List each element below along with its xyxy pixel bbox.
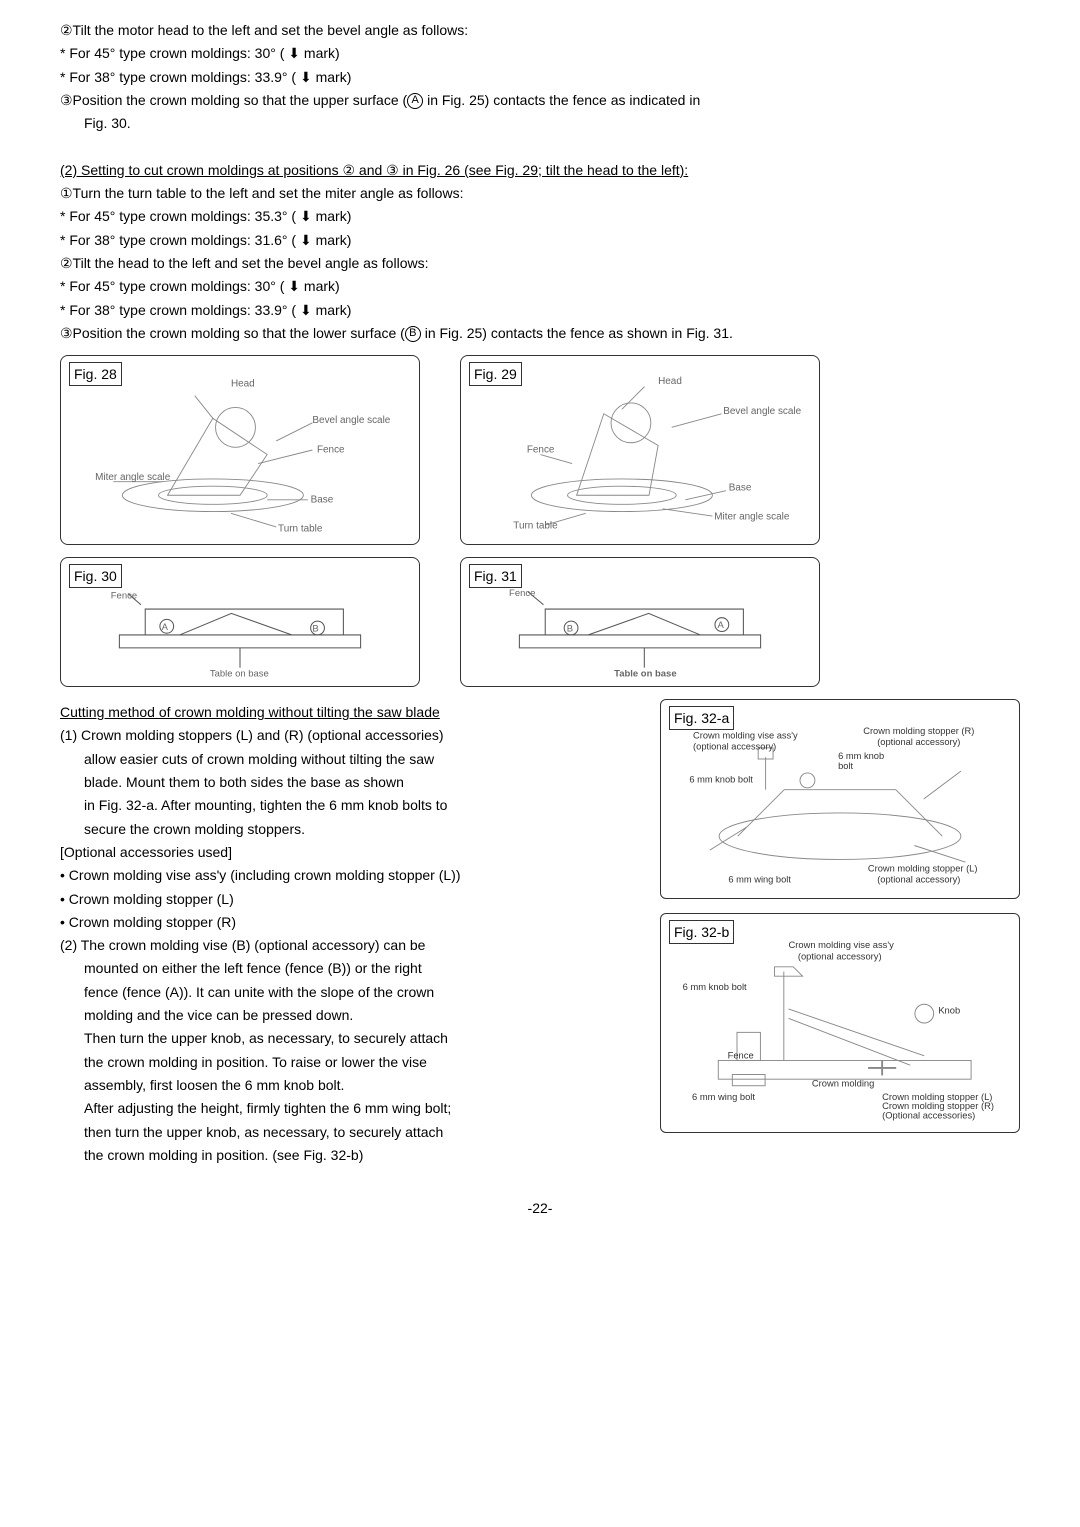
intro-3b: in Fig. 25) contacts the fence as indica…: [423, 92, 700, 108]
figure-28: Fig. 28 Head Bevel angle scale Fence Mit…: [60, 355, 420, 545]
fig30-b: B: [312, 624, 318, 635]
fig28-base: Base: [311, 495, 334, 506]
fig31-a: A: [718, 620, 725, 631]
s2-step2b: * For 38° type crown moldings: 33.9° ( ⬇…: [60, 300, 1020, 320]
fig32a-opt2: (optional accessory): [877, 737, 960, 747]
cut-p2d: molding and the vice can be pressed down…: [60, 1005, 636, 1025]
fig32a-opt1: (optional accessory): [693, 742, 776, 752]
cut-p2c: fence (fence (A)). It can unite with the…: [60, 982, 636, 1002]
intro-38: * For 38° type crown moldings: 33.9° ( ⬇…: [60, 67, 1020, 87]
fig31-label: Fig. 31: [469, 564, 522, 588]
fig29-base: Base: [729, 483, 752, 494]
fig32a-knobbolt: 6 mm knob bolt: [689, 774, 753, 784]
fig30-a: A: [162, 622, 169, 633]
fig32a-wing: 6 mm wing bolt: [728, 875, 791, 885]
cut-p2g: assembly, first loosen the 6 mm knob bol…: [60, 1075, 636, 1095]
fig29-label: Fig. 29: [469, 362, 522, 386]
s2-step1: ①Turn the turn table to the left and set…: [60, 183, 1020, 203]
fig32b-optacc: (Optional accessories): [882, 1111, 975, 1121]
fig29-head: Head: [658, 376, 682, 387]
fig32a-stopperL: Crown molding stopper (L): [868, 864, 978, 874]
fig32a-vise: Crown molding vise ass'y: [693, 731, 798, 741]
fig31-b: B: [567, 624, 573, 635]
section2-heading: (2) Setting to cut crown moldings at pos…: [60, 160, 1020, 180]
fig32b-label: Fig. 32-b: [669, 920, 734, 944]
fig29-turn: Turn table: [513, 521, 558, 532]
cut-p2j: the crown molding in position. (see Fig.…: [60, 1145, 636, 1165]
intro-line-2: ②Tilt the motor head to the left and set…: [60, 20, 1020, 40]
fig32b-knob: Knob: [938, 1006, 960, 1016]
fig32b-opt: (optional accessory): [798, 951, 882, 961]
fig30-label: Fig. 30: [69, 564, 122, 588]
cut-p2i: then turn the upper knob, as necessary, …: [60, 1122, 636, 1142]
fig31-table: Table on base: [614, 668, 676, 678]
fig30-table: Table on base: [210, 668, 269, 678]
fig32b-wing: 6 mm wing bolt: [692, 1092, 755, 1102]
fig28-head: Head: [231, 379, 255, 390]
opt3: • Crown molding stopper (R): [60, 912, 636, 932]
fig30-fence: Fence: [111, 591, 137, 602]
figure-32b: Fig. 32-b Crown molding vise ass'y (opti…: [660, 913, 1020, 1133]
cut-p2a: (2) The crown molding vise (B) (optional…: [60, 935, 636, 955]
figure-31: Fig. 31 Fence B A Table on base: [460, 557, 820, 687]
intro-3a: ③Position the crown molding so that the …: [60, 92, 407, 108]
fig32b-fence: Fence: [728, 1051, 754, 1061]
circle-b-icon: B: [405, 326, 421, 342]
page-number: -22-: [60, 1198, 1020, 1218]
fig32b-vise: Crown molding vise ass'y: [789, 940, 895, 950]
fig28-miter: Miter angle scale: [95, 472, 171, 483]
cut-p2b: mounted on either the left fence (fence …: [60, 958, 636, 978]
cut-p1a: (1) Crown molding stoppers (L) and (R) (…: [60, 725, 636, 745]
fig28-bevel: Bevel angle scale: [312, 415, 390, 426]
fig28-label: Fig. 28: [69, 362, 122, 386]
opt2: • Crown molding stopper (L): [60, 889, 636, 909]
fig32a-bolt: bolt: [838, 761, 853, 771]
fig29-fence: Fence: [527, 445, 555, 456]
fig32a-opt3: (optional accessory): [877, 875, 960, 885]
fig28-fence: Fence: [317, 445, 345, 456]
fig32a-stopperR: Crown molding stopper (R): [863, 726, 974, 736]
s2-3a: ③Position the crown molding so that the …: [60, 325, 405, 341]
opt-head: [Optional accessories used]: [60, 842, 636, 862]
s2-step3: ③Position the crown molding so that the …: [60, 323, 1020, 343]
fig29-miter: Miter angle scale: [714, 512, 790, 523]
s2-3b: in Fig. 25) contacts the fence as shown …: [421, 325, 733, 341]
cutting-heading: Cutting method of crown molding without …: [60, 702, 636, 722]
cut-p2h: After adjusting the height, firmly tight…: [60, 1098, 636, 1118]
fig32b-knobbolt: 6 mm knob bolt: [683, 982, 747, 992]
opt1: • Crown molding vise ass'y (including cr…: [60, 865, 636, 885]
cut-p1c: blade. Mount them to both sides the base…: [60, 772, 636, 792]
figure-30: Fig. 30 Fence A B Table on base: [60, 557, 420, 687]
s2-step1a: * For 45° type crown moldings: 35.3° ( ⬇…: [60, 206, 1020, 226]
fig29-bevel: Bevel angle scale: [723, 406, 801, 417]
intro-45: * For 45° type crown moldings: 30° ( ⬇ m…: [60, 43, 1020, 63]
cut-p2e: Then turn the upper knob, as necessary, …: [60, 1028, 636, 1048]
figure-29: Fig. 29 Head Bevel angle scale Fence Bas…: [460, 355, 820, 545]
fig28-turn: Turn table: [278, 524, 323, 535]
cut-p1b: allow easier cuts of crown molding witho…: [60, 749, 636, 769]
cut-p2f: the crown molding in position. To raise …: [60, 1052, 636, 1072]
s2-step2: ②Tilt the head to the left and set the b…: [60, 253, 1020, 273]
fig31-fence: Fence: [509, 588, 535, 599]
cut-p1d: in Fig. 32-a. After mounting, tighten th…: [60, 795, 636, 815]
fig32a-label: Fig. 32-a: [669, 706, 734, 730]
s2-step1b: * For 38° type crown moldings: 31.6° ( ⬇…: [60, 230, 1020, 250]
intro-line-3: ③Position the crown molding so that the …: [60, 90, 1020, 110]
circle-a-icon: A: [407, 93, 423, 109]
s2-step2a: * For 45° type crown moldings: 30° ( ⬇ m…: [60, 276, 1020, 296]
intro-3c: Fig. 30.: [60, 113, 1020, 133]
fig32b-molding: Crown molding: [812, 1079, 874, 1089]
figure-32a: Fig. 32-a Crown molding vise ass'y (opti…: [660, 699, 1020, 899]
cut-p1e: secure the crown molding stoppers.: [60, 819, 636, 839]
fig32a-knob: 6 mm knob: [838, 751, 884, 761]
